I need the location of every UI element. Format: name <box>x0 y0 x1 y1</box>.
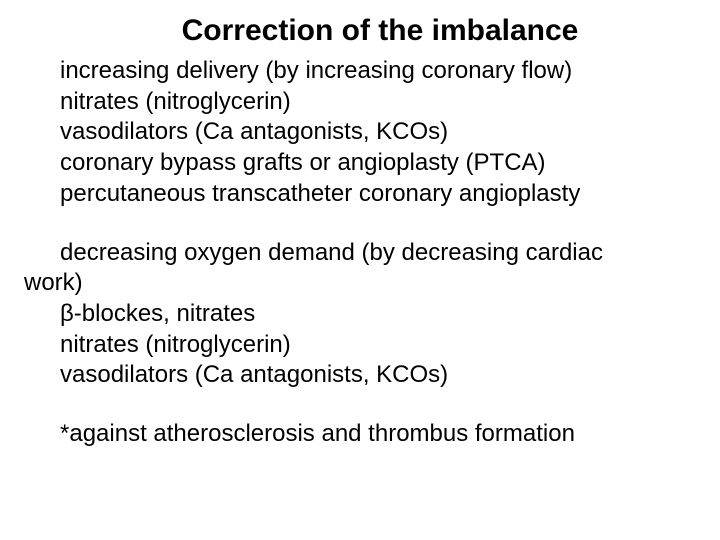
slide-title: Correction of the imbalance <box>24 14 696 48</box>
section2-line3: nitrates (nitroglycerin) <box>24 330 696 361</box>
slide-container: Correction of the imbalance increasing d… <box>0 0 720 474</box>
section1-line1: increasing delivery (by increasing coron… <box>24 56 696 87</box>
section2-line1b: work) <box>24 268 696 299</box>
section1-line3: vasodilators (Ca antagonists, KCOs) <box>24 117 696 148</box>
section1-line5: percutaneous transcatheter coronary angi… <box>24 179 696 210</box>
section2-line2: β-blockes, nitrates <box>24 299 696 330</box>
section-gap-2 <box>24 391 696 419</box>
section1-line4: coronary bypass grafts or angioplasty (P… <box>24 148 696 179</box>
footnote: *against atherosclerosis and thrombus fo… <box>24 419 696 450</box>
section1-line2: nitrates (nitroglycerin) <box>24 87 696 118</box>
section-gap-1 <box>24 210 696 238</box>
section2-line1a: decreasing oxygen demand (by decreasing … <box>24 238 696 269</box>
section2-line4: vasodilators (Ca antagonists, KCOs) <box>24 360 696 391</box>
